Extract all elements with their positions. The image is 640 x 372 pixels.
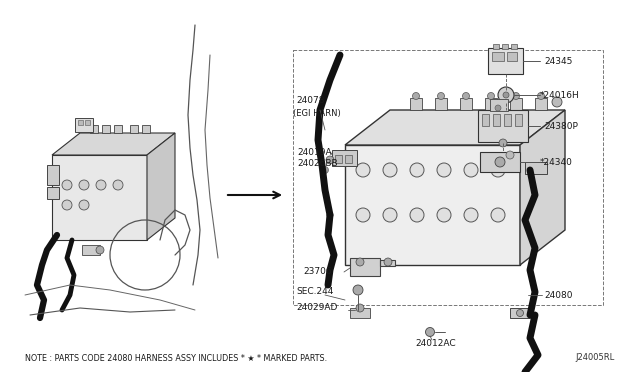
Bar <box>525 162 547 174</box>
Bar <box>504 114 511 126</box>
Text: J24005RL: J24005RL <box>576 353 615 362</box>
Circle shape <box>463 93 470 99</box>
Polygon shape <box>485 98 497 110</box>
Text: SEC.244: SEC.244 <box>296 288 333 296</box>
Bar <box>75 118 93 132</box>
Circle shape <box>506 151 514 159</box>
Circle shape <box>62 200 72 210</box>
Circle shape <box>113 180 123 190</box>
Circle shape <box>498 87 514 103</box>
Circle shape <box>516 310 524 317</box>
Polygon shape <box>52 155 147 240</box>
Text: (EGI HARN): (EGI HARN) <box>293 109 340 118</box>
Text: 24019A: 24019A <box>297 148 332 157</box>
Bar <box>47 187 59 199</box>
Circle shape <box>356 304 364 312</box>
Polygon shape <box>345 145 520 265</box>
Text: 23706: 23706 <box>303 267 332 276</box>
Circle shape <box>353 285 363 295</box>
Circle shape <box>464 208 478 222</box>
Circle shape <box>62 180 72 190</box>
Bar <box>345 155 352 163</box>
Circle shape <box>488 93 495 99</box>
Polygon shape <box>350 258 395 276</box>
Circle shape <box>356 208 370 222</box>
Bar <box>502 44 508 49</box>
Circle shape <box>321 167 328 173</box>
Bar <box>480 152 520 172</box>
Circle shape <box>383 163 397 177</box>
Circle shape <box>495 105 501 111</box>
Bar <box>515 114 522 126</box>
Bar <box>478 110 528 142</box>
Text: 24026BB: 24026BB <box>297 158 338 167</box>
Circle shape <box>552 97 562 107</box>
Polygon shape <box>90 125 98 133</box>
Polygon shape <box>510 98 522 110</box>
Circle shape <box>96 180 106 190</box>
Bar <box>332 150 357 166</box>
Bar <box>350 308 370 318</box>
Circle shape <box>326 156 334 164</box>
Bar <box>293 50 603 305</box>
Text: *24340: *24340 <box>540 157 573 167</box>
Circle shape <box>79 200 89 210</box>
Circle shape <box>79 180 89 190</box>
Text: NOTE : PARTS CODE 24080 HARNESS ASSY INCLUDES * ★ * MARKED PARTS.: NOTE : PARTS CODE 24080 HARNESS ASSY INC… <box>25 353 327 362</box>
Bar <box>492 52 504 61</box>
Bar <box>47 165 59 185</box>
Bar <box>82 245 100 255</box>
Circle shape <box>503 92 509 98</box>
Bar <box>510 308 530 318</box>
Bar <box>482 114 489 126</box>
Polygon shape <box>114 125 122 133</box>
Circle shape <box>464 163 478 177</box>
Text: 24345: 24345 <box>544 57 572 65</box>
Bar <box>85 120 90 125</box>
Bar <box>493 44 499 49</box>
Circle shape <box>426 327 435 337</box>
Polygon shape <box>410 98 422 110</box>
Polygon shape <box>52 133 175 155</box>
Circle shape <box>438 93 445 99</box>
Polygon shape <box>142 125 150 133</box>
Polygon shape <box>102 125 110 133</box>
Circle shape <box>413 93 419 99</box>
Circle shape <box>491 163 505 177</box>
Text: 24380P: 24380P <box>544 122 578 131</box>
Circle shape <box>513 93 520 99</box>
Polygon shape <box>435 98 447 110</box>
Circle shape <box>499 139 507 147</box>
Text: 24080: 24080 <box>544 291 573 299</box>
Circle shape <box>437 163 451 177</box>
Text: 24029AD: 24029AD <box>296 304 337 312</box>
Circle shape <box>491 208 505 222</box>
Polygon shape <box>460 98 472 110</box>
Circle shape <box>410 208 424 222</box>
Circle shape <box>383 208 397 222</box>
Bar <box>78 120 83 125</box>
Text: 24012AC: 24012AC <box>415 340 456 349</box>
Bar <box>511 44 517 49</box>
Circle shape <box>356 258 364 266</box>
Polygon shape <box>130 125 138 133</box>
Circle shape <box>96 246 104 254</box>
Bar <box>493 114 500 126</box>
Polygon shape <box>345 110 565 145</box>
Polygon shape <box>147 133 175 240</box>
Circle shape <box>495 157 505 167</box>
Bar <box>507 52 517 61</box>
Circle shape <box>410 163 424 177</box>
Bar <box>335 155 342 163</box>
Circle shape <box>384 258 392 266</box>
Circle shape <box>538 93 545 99</box>
Bar <box>488 48 523 74</box>
Circle shape <box>437 208 451 222</box>
Bar <box>490 99 508 111</box>
Text: *24016H: *24016H <box>540 90 580 99</box>
Polygon shape <box>520 110 565 265</box>
Text: 24078: 24078 <box>296 96 324 105</box>
Circle shape <box>356 163 370 177</box>
Polygon shape <box>535 98 547 110</box>
